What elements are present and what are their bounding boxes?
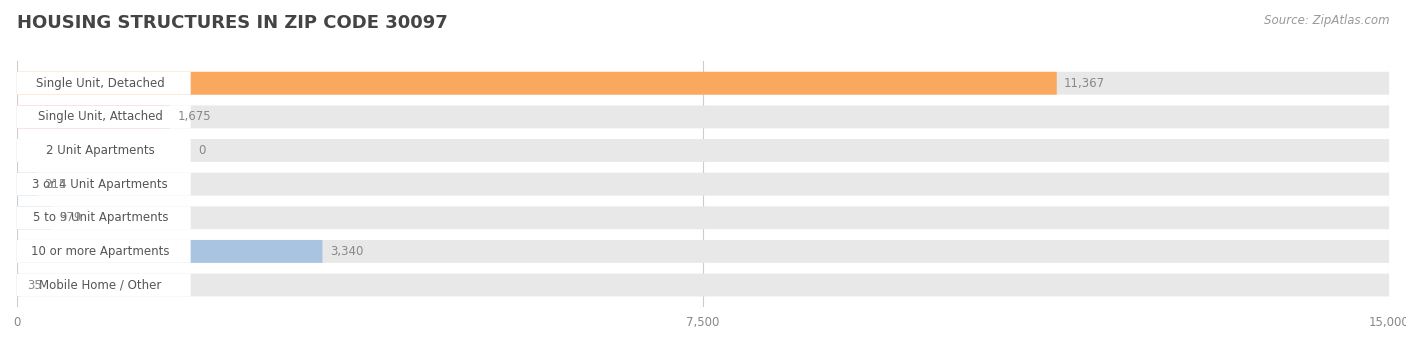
FancyBboxPatch shape [17,173,37,196]
Text: 5 to 9 Unit Apartments: 5 to 9 Unit Apartments [32,211,169,224]
FancyBboxPatch shape [17,240,1389,263]
Text: 10 or more Apartments: 10 or more Apartments [31,245,170,258]
Text: Single Unit, Detached: Single Unit, Detached [37,77,165,90]
FancyBboxPatch shape [17,206,52,229]
Text: 0: 0 [198,144,205,157]
Text: Single Unit, Attached: Single Unit, Attached [38,110,163,123]
Text: 215: 215 [44,178,66,191]
Text: 11,367: 11,367 [1064,77,1105,90]
FancyBboxPatch shape [17,72,1057,95]
FancyBboxPatch shape [17,273,191,296]
FancyBboxPatch shape [17,139,191,162]
FancyBboxPatch shape [17,105,1389,128]
FancyBboxPatch shape [17,139,1389,162]
FancyBboxPatch shape [17,273,1389,296]
FancyBboxPatch shape [17,206,191,229]
FancyBboxPatch shape [17,72,191,95]
FancyBboxPatch shape [17,206,1389,229]
FancyBboxPatch shape [17,173,1389,196]
Text: Mobile Home / Other: Mobile Home / Other [39,279,162,292]
Text: 35: 35 [27,279,42,292]
Text: 2 Unit Apartments: 2 Unit Apartments [46,144,155,157]
Text: 1,675: 1,675 [177,110,211,123]
Text: 3,340: 3,340 [330,245,363,258]
Text: 3 or 4 Unit Apartments: 3 or 4 Unit Apartments [32,178,169,191]
Text: 379: 379 [59,211,82,224]
FancyBboxPatch shape [17,240,191,263]
Text: HOUSING STRUCTURES IN ZIP CODE 30097: HOUSING STRUCTURES IN ZIP CODE 30097 [17,14,447,32]
FancyBboxPatch shape [17,105,170,128]
FancyBboxPatch shape [17,273,20,296]
Text: Source: ZipAtlas.com: Source: ZipAtlas.com [1264,14,1389,27]
FancyBboxPatch shape [17,139,21,162]
FancyBboxPatch shape [17,240,322,263]
FancyBboxPatch shape [17,173,191,196]
FancyBboxPatch shape [17,105,191,128]
FancyBboxPatch shape [17,72,1389,95]
